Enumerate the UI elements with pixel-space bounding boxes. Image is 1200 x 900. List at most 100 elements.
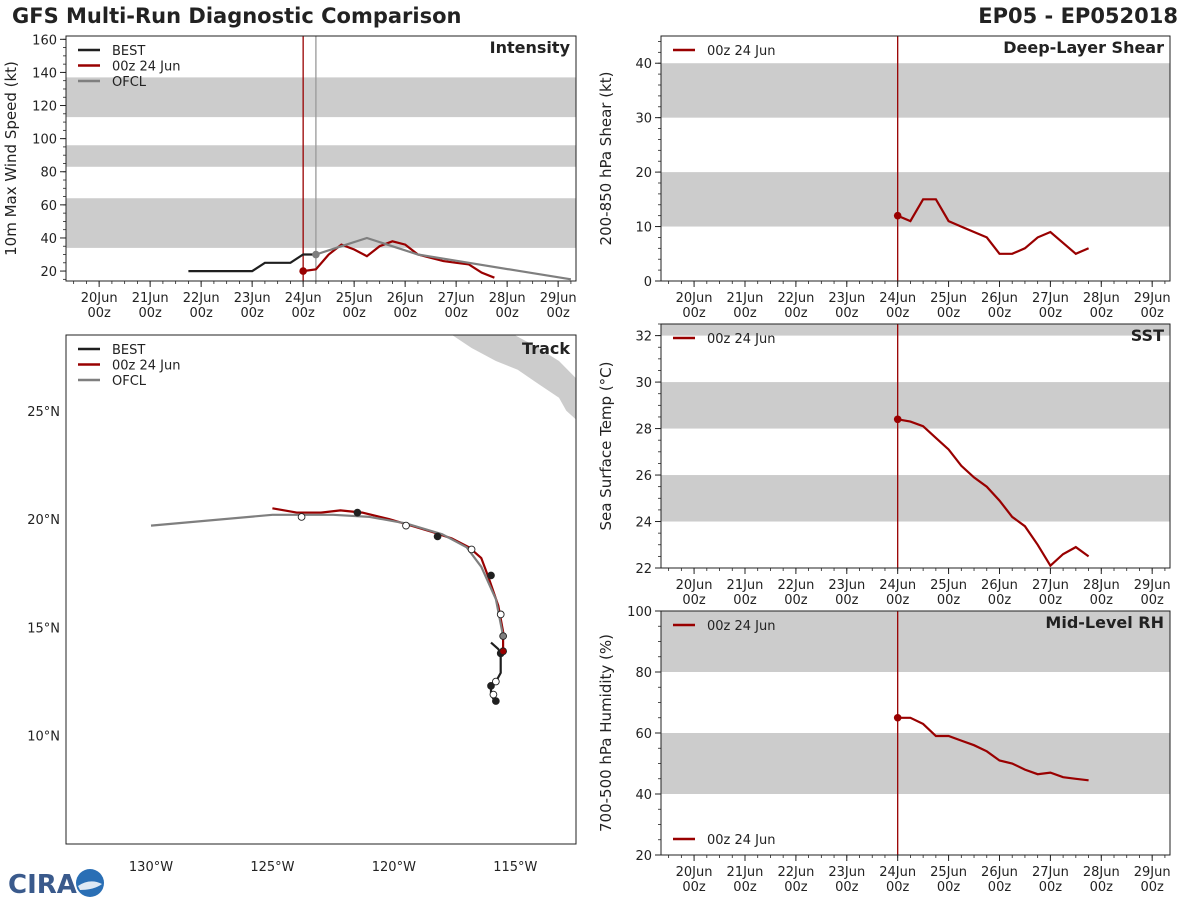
shear-xtick-label-hour: 00z <box>733 306 757 321</box>
sst-xtick-label-date: 28Jun <box>1083 578 1120 593</box>
rh-ytick-label: 40 <box>635 788 652 803</box>
intensity-xtick-label-hour: 00z <box>444 306 468 321</box>
sst-series-00z-24-jun <box>897 418 1090 568</box>
intensity-ytick-label: 100 <box>32 133 57 148</box>
intensity-xtick-label-date: 25Jun <box>336 291 373 306</box>
intensity-series-ofcl <box>315 236 572 281</box>
sst-xtick-label-hour: 00z <box>886 593 910 608</box>
sst-frame <box>660 323 1171 569</box>
sst-ytick-label: 24 <box>635 516 652 531</box>
rh-xtick-label-hour: 00z <box>784 880 808 895</box>
sst-plot-area <box>661 324 1170 568</box>
figure-title: GFS Multi-Run Diagnostic Comparison <box>12 4 462 28</box>
rh-xtick-label-date: 24Jun <box>879 865 916 880</box>
sst-legend-label: 00z 24 Jun <box>707 332 776 347</box>
intensity-ylabel: 10m Max Wind Speed (kt) <box>2 61 20 256</box>
rh-xtick-label-date: 25Jun <box>930 865 967 880</box>
rh-title: Mid-Level RH <box>1045 613 1164 632</box>
sst-ylabel: Sea Surface Temp (°C) <box>597 361 615 530</box>
sst-xtick-label-hour: 00z <box>988 593 1012 608</box>
sst-ytick-label: 28 <box>635 423 652 438</box>
track-legend-label: OFCL <box>112 374 147 389</box>
sst-xtick-label-hour: 00z <box>1090 593 1114 608</box>
shear-xtick-label-hour: 00z <box>784 306 808 321</box>
rh-band-1 <box>661 611 1170 672</box>
rh-xtick-label-hour: 00z <box>682 880 706 895</box>
intensity-xtick-label-hour: 00z <box>342 306 366 321</box>
sst-ytick-label: 26 <box>635 469 652 484</box>
shear-xtick-label-date: 27Jun <box>1032 291 1069 306</box>
shear-xtick-label-hour: 00z <box>1140 306 1164 321</box>
shear-xtick-label-hour: 00z <box>1090 306 1114 321</box>
intensity-xtick-label-hour: 00z <box>546 306 570 321</box>
track-position-marker <box>297 513 306 521</box>
track-position-marker <box>489 690 498 699</box>
sst-title: SST <box>1131 326 1164 345</box>
rh-xtick-label-hour: 00z <box>886 880 910 895</box>
sst-xtick-label-date: 20Jun <box>676 578 713 593</box>
rh-band-0 <box>661 733 1170 794</box>
intensity-ytick-label: 60 <box>40 199 57 214</box>
shear-ytick-label: 20 <box>635 166 652 181</box>
land-mass-peninsula <box>452 335 576 420</box>
shear-ytick-label: 0 <box>644 275 652 290</box>
sst-ytick-label: 22 <box>635 562 652 577</box>
sst-xtick-label-hour: 00z <box>1039 593 1063 608</box>
intensity-title: Intensity <box>490 38 571 57</box>
track-position-marker <box>353 508 362 517</box>
cira-logo: CIRA <box>8 869 104 900</box>
shear-series-00z-24-jun <box>897 198 1090 256</box>
sst-xtick-label-hour: 00z <box>682 593 706 608</box>
sst-xtick-label-hour: 00z <box>835 593 859 608</box>
track-position-marker <box>487 571 495 580</box>
rh-legend-label: 00z 24 Jun <box>707 619 776 634</box>
track-position-marker <box>487 682 495 690</box>
sst-ytick-label: 30 <box>635 376 652 391</box>
intensity-xtick-label-hour: 00z <box>138 306 162 321</box>
track-xtick-label: 115°W <box>493 860 537 875</box>
track-position-marker <box>496 610 505 619</box>
intensity-legend-label: 00z 24 Jun <box>112 60 181 75</box>
track-position-marker <box>499 647 507 656</box>
logo-swoosh-icon <box>78 881 102 890</box>
rh-series-00z-24-jun <box>897 716 1089 782</box>
shear-ylabel: 200-850 hPa Shear (kt) <box>597 72 615 246</box>
shear-xtick-label-hour: 00z <box>937 306 961 321</box>
intensity-xtick-label-hour: 00z <box>291 306 315 321</box>
rh-ylabel: 700-500 hPa Humidity (%) <box>597 634 615 832</box>
intensity-series-start-point <box>312 250 320 259</box>
rh-xtick-label-date: 26Jun <box>981 865 1018 880</box>
shear-ytick-label: 30 <box>635 112 652 127</box>
rh-xtick-label-date: 28Jun <box>1083 865 1120 880</box>
sst-xtick-label-hour: 00z <box>1140 593 1164 608</box>
sst-ytick-label: 32 <box>635 330 652 345</box>
intensity-xtick-label-date: 24Jun <box>285 291 322 306</box>
rh-xtick-label-hour: 00z <box>988 880 1012 895</box>
shear-xtick-label-hour: 00z <box>988 306 1012 321</box>
track-xtick-label: 120°W <box>372 860 416 875</box>
shear-xtick-label-hour: 00z <box>682 306 706 321</box>
logo-text: CIRA <box>8 870 77 900</box>
track-00z-24-jun <box>272 507 505 652</box>
sst-xtick-label-date: 29Jun <box>1134 578 1171 593</box>
intensity-frame <box>65 35 577 282</box>
intensity-xtick-label-date: 21Jun <box>132 291 169 306</box>
shear-xtick-label-date: 28Jun <box>1083 291 1120 306</box>
sst-band-1 <box>661 382 1170 429</box>
shear-xtick-label-date: 25Jun <box>930 291 967 306</box>
shear-frame <box>660 35 1171 282</box>
sst-xtick-label-date: 25Jun <box>930 578 967 593</box>
sst-series-start-point <box>893 415 902 424</box>
track-position-marker <box>467 545 476 554</box>
track-ytick-label: 25°N <box>27 405 60 420</box>
track-position-marker <box>433 532 442 541</box>
sst-xtick-label-hour: 00z <box>784 593 808 608</box>
rh-xtick-label-date: 20Jun <box>676 865 713 880</box>
storm-id: EP05 - EP052018 <box>978 4 1178 28</box>
shear-xtick-label-date: 22Jun <box>777 291 814 306</box>
track-ytick-label: 15°N <box>27 621 60 636</box>
rh-xtick-label-date: 22Jun <box>777 865 814 880</box>
shear-xtick-label-hour: 00z <box>886 306 910 321</box>
